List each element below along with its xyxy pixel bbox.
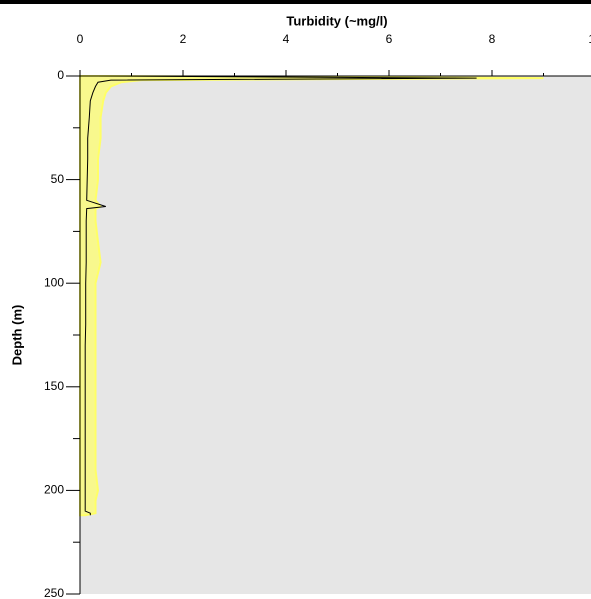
y-tick-label: 50 — [51, 172, 65, 186]
y-tick-label: 100 — [44, 275, 64, 289]
profile-line — [84, 75, 477, 516]
y-tick-label: 150 — [44, 379, 64, 393]
y-axis-label: Depth (m) — [9, 305, 24, 366]
raw-profile — [79, 75, 544, 517]
top-bar — [0, 0, 591, 4]
x-tick-label: 4 — [283, 32, 290, 46]
x-tick-label: 6 — [386, 32, 393, 46]
x-tick-label: 0 — [77, 32, 84, 46]
y-tick-label: 200 — [44, 483, 64, 497]
x-tick-label: 2 — [180, 32, 187, 46]
y-tick-label: 250 — [44, 586, 64, 599]
chart-title: Turbidity (~mg/l) — [286, 13, 387, 28]
plot-background — [80, 76, 591, 594]
x-tick-label: 8 — [489, 32, 496, 46]
y-tick-label: 0 — [57, 68, 64, 82]
x-tick-label: 10 — [588, 32, 591, 46]
